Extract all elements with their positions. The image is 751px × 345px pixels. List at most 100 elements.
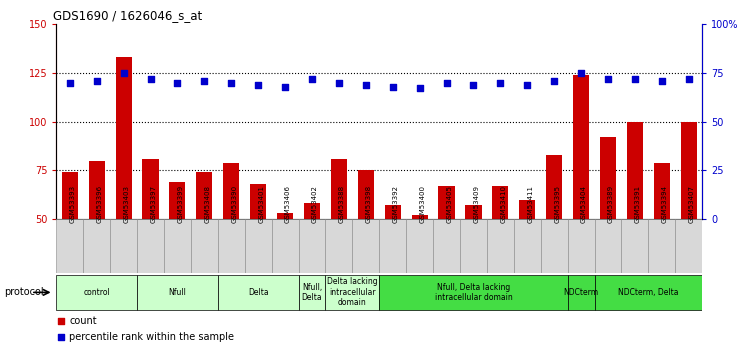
Bar xyxy=(110,219,137,273)
Point xyxy=(602,76,614,81)
Bar xyxy=(250,184,266,219)
Point xyxy=(441,80,453,86)
Bar xyxy=(627,122,643,219)
Text: NDCterm: NDCterm xyxy=(563,288,599,297)
Point xyxy=(198,78,210,83)
Point xyxy=(414,86,426,91)
Bar xyxy=(487,219,514,273)
Bar xyxy=(272,219,299,273)
Bar xyxy=(299,275,325,310)
Point xyxy=(306,76,318,81)
Point xyxy=(91,78,103,83)
Bar xyxy=(196,172,213,219)
Bar xyxy=(164,219,191,273)
Bar xyxy=(385,205,401,219)
Text: GSM53390: GSM53390 xyxy=(231,185,237,223)
Bar xyxy=(277,213,293,219)
Text: Delta: Delta xyxy=(248,288,268,297)
Text: GSM53391: GSM53391 xyxy=(635,185,641,223)
Text: GSM53400: GSM53400 xyxy=(420,185,426,223)
Text: Delta lacking
intracellular
domain: Delta lacking intracellular domain xyxy=(327,277,378,307)
Bar xyxy=(330,159,347,219)
Text: GSM53392: GSM53392 xyxy=(393,185,399,223)
Point xyxy=(467,82,479,87)
Bar xyxy=(116,57,131,219)
Bar xyxy=(433,219,460,273)
Point xyxy=(55,334,67,339)
Text: GSM53402: GSM53402 xyxy=(312,186,318,223)
Bar xyxy=(89,161,105,219)
Text: GSM53388: GSM53388 xyxy=(339,185,345,223)
Text: NDCterm, Delta: NDCterm, Delta xyxy=(618,288,679,297)
Text: GSM53405: GSM53405 xyxy=(447,186,453,223)
Point xyxy=(629,76,641,81)
Bar xyxy=(648,219,675,273)
Text: count: count xyxy=(69,316,97,326)
Text: protocol: protocol xyxy=(4,287,44,297)
Text: GSM53393: GSM53393 xyxy=(70,185,76,223)
Text: GSM53409: GSM53409 xyxy=(473,185,479,223)
Bar xyxy=(137,275,218,310)
Bar xyxy=(568,219,595,273)
Bar xyxy=(83,219,110,273)
Text: GSM53389: GSM53389 xyxy=(608,185,614,223)
Text: GSM53397: GSM53397 xyxy=(150,185,156,223)
Bar xyxy=(223,162,240,219)
Point xyxy=(252,82,264,87)
Text: GSM53394: GSM53394 xyxy=(662,185,668,223)
Point xyxy=(144,76,156,81)
Bar xyxy=(595,275,702,310)
Bar xyxy=(541,219,568,273)
Bar xyxy=(514,219,541,273)
Bar xyxy=(439,186,454,219)
Bar xyxy=(412,215,428,219)
Bar xyxy=(218,219,245,273)
Bar xyxy=(493,186,508,219)
Text: Nfull,
Delta: Nfull, Delta xyxy=(302,283,322,302)
Bar xyxy=(170,182,185,219)
Bar xyxy=(519,199,535,219)
Bar xyxy=(56,275,137,310)
Point xyxy=(64,80,76,86)
Point xyxy=(225,80,237,86)
Bar xyxy=(218,275,299,310)
Bar xyxy=(62,172,78,219)
Text: Nfull: Nfull xyxy=(168,288,186,297)
Point xyxy=(494,80,506,86)
Point xyxy=(387,84,399,89)
Bar xyxy=(352,219,379,273)
Text: GDS1690 / 1626046_s_at: GDS1690 / 1626046_s_at xyxy=(53,9,202,22)
Bar xyxy=(600,137,616,219)
Point xyxy=(55,319,67,324)
Point xyxy=(575,70,587,76)
Text: GSM53407: GSM53407 xyxy=(689,185,695,223)
Text: GSM53403: GSM53403 xyxy=(124,185,130,223)
Bar xyxy=(325,275,379,310)
Point xyxy=(656,78,668,83)
Point xyxy=(279,84,291,89)
Bar xyxy=(137,219,164,273)
Text: GSM53410: GSM53410 xyxy=(500,185,506,223)
Bar xyxy=(568,275,595,310)
Text: Nfull, Delta lacking
intracellular domain: Nfull, Delta lacking intracellular domai… xyxy=(435,283,512,302)
Bar xyxy=(304,204,320,219)
Bar xyxy=(546,155,562,219)
Bar xyxy=(466,205,481,219)
Text: GSM53399: GSM53399 xyxy=(177,185,183,223)
Bar xyxy=(245,219,272,273)
Text: GSM53408: GSM53408 xyxy=(204,185,210,223)
Text: GSM53404: GSM53404 xyxy=(581,186,587,223)
Text: GSM53401: GSM53401 xyxy=(258,185,264,223)
Point xyxy=(683,76,695,81)
Bar xyxy=(573,75,589,219)
Bar xyxy=(622,219,648,273)
Bar xyxy=(325,219,352,273)
Point xyxy=(548,78,560,83)
Text: GSM53395: GSM53395 xyxy=(554,185,560,223)
Bar xyxy=(675,219,702,273)
Bar xyxy=(406,219,433,273)
Text: GSM53396: GSM53396 xyxy=(97,185,103,223)
Bar xyxy=(379,219,406,273)
Point xyxy=(521,82,533,87)
Bar xyxy=(56,219,83,273)
